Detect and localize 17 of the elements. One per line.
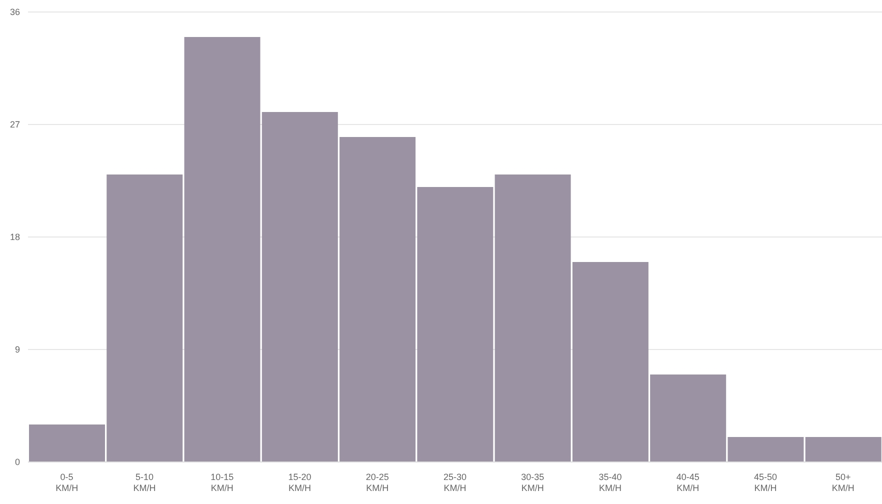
- x-tick-label: 30-35 KM/H: [521, 472, 544, 493]
- y-tick-label: 27: [10, 120, 20, 130]
- y-tick-label: 18: [10, 232, 20, 242]
- x-tick-label: 10-15 KM/H: [210, 472, 234, 493]
- y-tick-label: 9: [14, 344, 20, 355]
- x-tick-label: 40-45 KM/H: [676, 472, 700, 493]
- bar: [805, 437, 882, 462]
- x-tick-label: 50+ KM/H: [832, 472, 854, 493]
- x-tick-label: 5-10 KM/H: [133, 472, 156, 493]
- y-tick-label: 36: [10, 7, 20, 18]
- x-tick-label: 15-20 KM/H: [288, 472, 312, 493]
- x-tick-label: 35-40 KM/H: [598, 472, 622, 493]
- x-tick-label: 20-25 KM/H: [366, 472, 389, 493]
- x-tick-label: 0-5 KM/H: [56, 472, 78, 493]
- x-tick-label: 45-50 KM/H: [754, 472, 778, 493]
- y-tick-label: 0: [14, 457, 20, 468]
- x-tick-label: 25-30 KM/H: [443, 472, 467, 493]
